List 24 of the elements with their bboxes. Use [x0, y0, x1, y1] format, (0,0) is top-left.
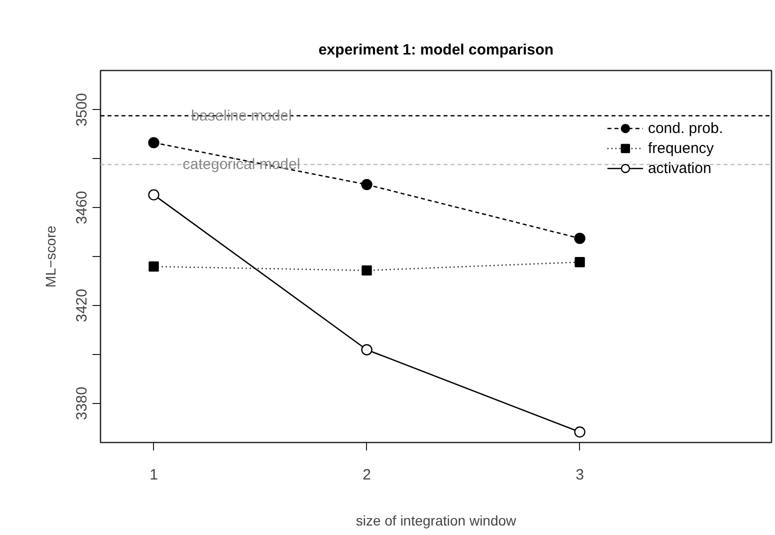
y-tick-label: 3460 — [74, 190, 90, 224]
y-tick-label: 3420 — [74, 288, 90, 322]
point — [361, 178, 372, 190]
legend-label: frequency — [648, 140, 714, 156]
point — [361, 344, 372, 356]
x-tick-label: 1 — [150, 466, 158, 484]
chart-title: experiment 1: model comparison — [318, 42, 554, 58]
point — [148, 189, 160, 200]
point — [574, 232, 586, 244]
y-axis-title: ML−score — [42, 225, 58, 288]
x-axis-title: size of integration window — [356, 512, 518, 528]
y-tick-label: 3380 — [74, 386, 90, 420]
x-tick-label: 2 — [362, 466, 371, 484]
ref-line-label: baseline model — [190, 107, 292, 124]
point — [362, 265, 372, 276]
legend-label: activation — [648, 160, 712, 176]
point — [574, 426, 586, 438]
ref-line-label: categorical model — [182, 156, 300, 173]
point — [574, 257, 585, 268]
point — [148, 261, 159, 272]
point — [148, 137, 160, 148]
y-tick-label: 3500 — [74, 92, 90, 126]
x-tick-label: 3 — [576, 466, 584, 484]
legend-label: cond. prob. — [648, 120, 723, 136]
